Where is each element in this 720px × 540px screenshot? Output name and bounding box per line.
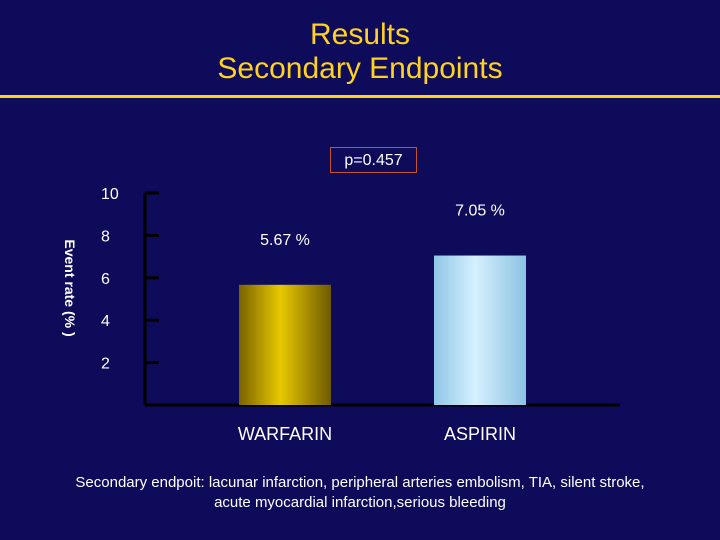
x-tick-label: ASPIRIN	[444, 424, 516, 444]
y-tick-label: 10	[101, 186, 119, 203]
y-tick-label: 4	[101, 313, 110, 330]
bar-warfarin	[239, 284, 331, 405]
y-tick-label: 8	[101, 228, 110, 245]
title-line-1: Results	[309, 18, 411, 51]
bar-aspirin	[434, 255, 526, 405]
footnote: Secondary endpoit: lacunar infarction, p…	[0, 473, 720, 513]
y-tick-label: 2	[101, 356, 110, 373]
y-tick-label: 6	[101, 271, 110, 288]
slide-title: Results Secondary Endpoints	[0, 18, 720, 86]
p-value-annotation: p=0.457	[330, 147, 417, 173]
footnote-line-2: acute myocardial infarction,serious blee…	[214, 494, 506, 511]
title-line-2: Secondary Endpoints	[217, 52, 503, 85]
data-label: 7.05 %	[455, 203, 505, 220]
footnote-line-1: Secondary endpoit: lacunar infarction, p…	[75, 474, 645, 491]
title-divider	[0, 95, 720, 98]
x-tick-label: WARFARIN	[238, 424, 332, 444]
data-label: 5.67 %	[260, 232, 310, 249]
